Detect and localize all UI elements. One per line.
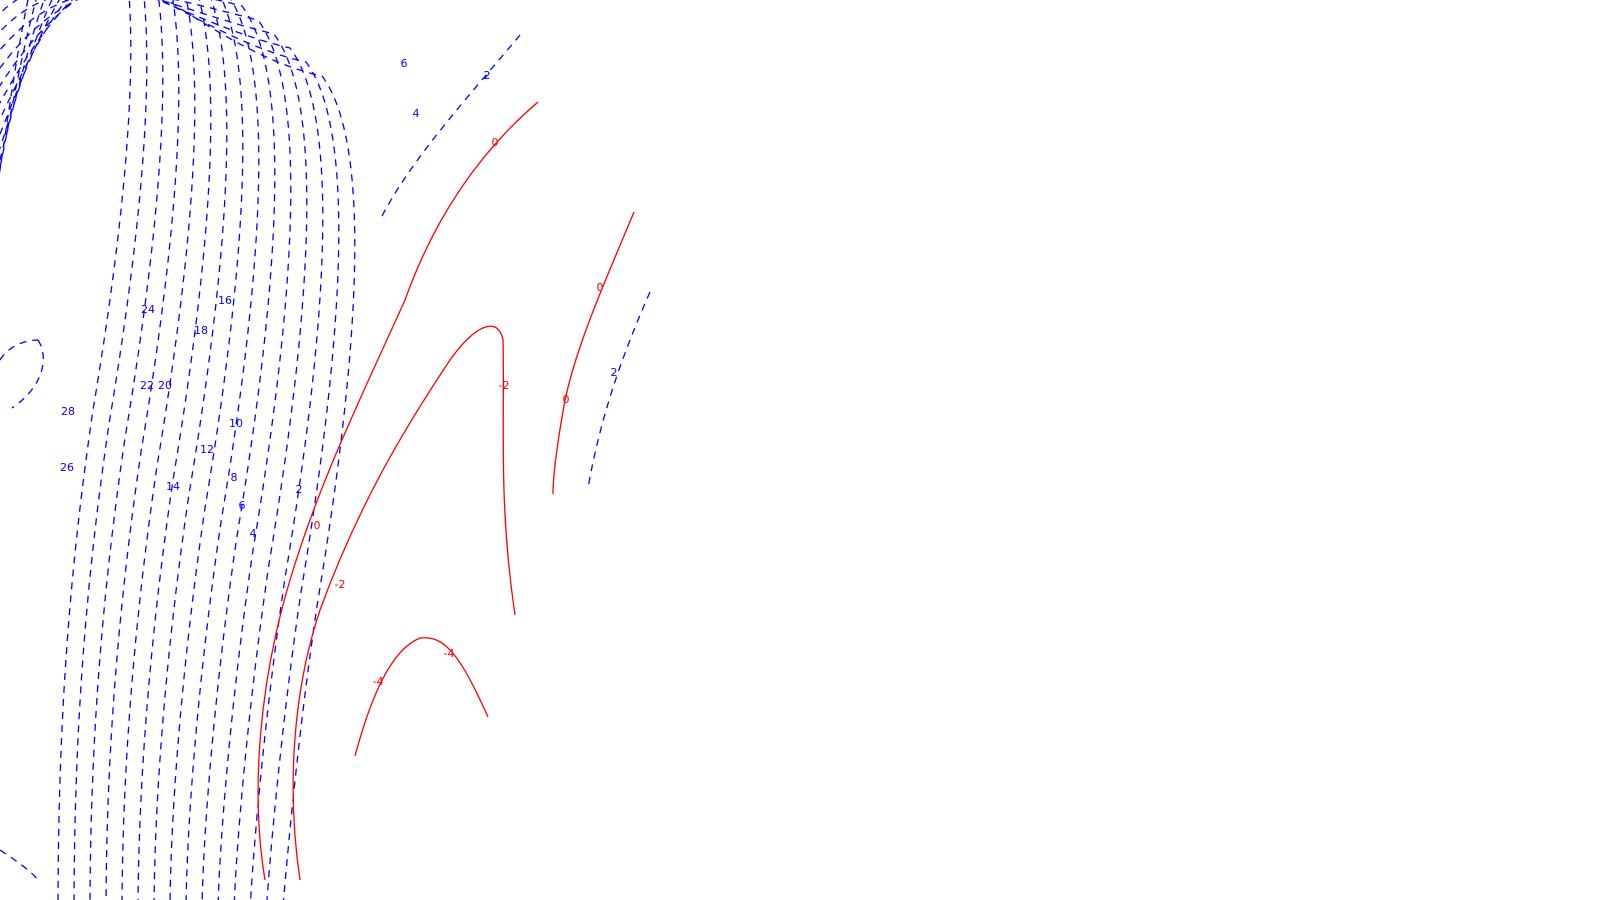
contour-label: 28 bbox=[61, 405, 75, 418]
contour-line-24 bbox=[0, 0, 164, 900]
contour-label: 10 bbox=[229, 417, 243, 430]
contour-line-28 bbox=[0, 0, 132, 900]
contour-line-4 bbox=[156, 0, 324, 900]
contour-line-0 bbox=[257, 101, 539, 881]
contour-label: 2 bbox=[611, 366, 618, 379]
contour-label: 12 bbox=[200, 443, 214, 456]
contour-line-16 bbox=[0, 0, 228, 900]
contour-line-14 bbox=[0, 0, 244, 900]
contour-label: 2 bbox=[296, 483, 303, 496]
contour-label: 26 bbox=[60, 461, 74, 474]
contour-line-0 bbox=[165, 0, 356, 900]
contour-line-10 bbox=[0, 0, 276, 900]
contour-line-26 bbox=[0, 0, 148, 900]
contour-label: 20 bbox=[158, 379, 172, 392]
contour-label: 0 bbox=[563, 393, 570, 406]
contour-label: -4 bbox=[444, 647, 455, 660]
contour-line-neg2 bbox=[292, 325, 516, 881]
contour-label: 14 bbox=[166, 480, 180, 493]
contour-label: 0 bbox=[597, 281, 604, 294]
contour-line-2 bbox=[0, 849, 39, 881]
contour-line-18 bbox=[0, 0, 212, 900]
contour-line-2 bbox=[587, 291, 651, 489]
contour-lines bbox=[0, 0, 651, 900]
contour-label: 4 bbox=[250, 527, 257, 540]
contour-label: 2 bbox=[484, 69, 491, 82]
contour-label: 24 bbox=[141, 303, 155, 316]
contour-line-2 bbox=[379, 34, 521, 221]
contour-label: -2 bbox=[499, 379, 510, 392]
contour-label: 16 bbox=[218, 294, 232, 307]
contour-label: 18 bbox=[194, 324, 208, 337]
contour-line-neg4 bbox=[354, 637, 489, 757]
contour-label: -4 bbox=[373, 675, 384, 688]
contour-line-28 bbox=[0, 339, 44, 409]
contour-line-8 bbox=[0, 0, 292, 900]
contour-line-22 bbox=[0, 0, 180, 900]
contour-label: 22 bbox=[140, 379, 154, 392]
contour-label: -2 bbox=[335, 578, 346, 591]
contour-label: 4 bbox=[413, 107, 420, 120]
contour-line-12 bbox=[0, 0, 260, 900]
contour-line-0 bbox=[552, 211, 635, 495]
contour-line-2 bbox=[160, 0, 340, 900]
contour-label: 0 bbox=[492, 136, 499, 149]
contour-label: 0 bbox=[314, 519, 321, 532]
contour-line-20 bbox=[0, 0, 196, 900]
contour-label: 8 bbox=[231, 471, 238, 484]
contour-line-6 bbox=[0, 0, 308, 900]
contour-label: 6 bbox=[401, 57, 408, 70]
contour-label: 6 bbox=[239, 499, 246, 512]
